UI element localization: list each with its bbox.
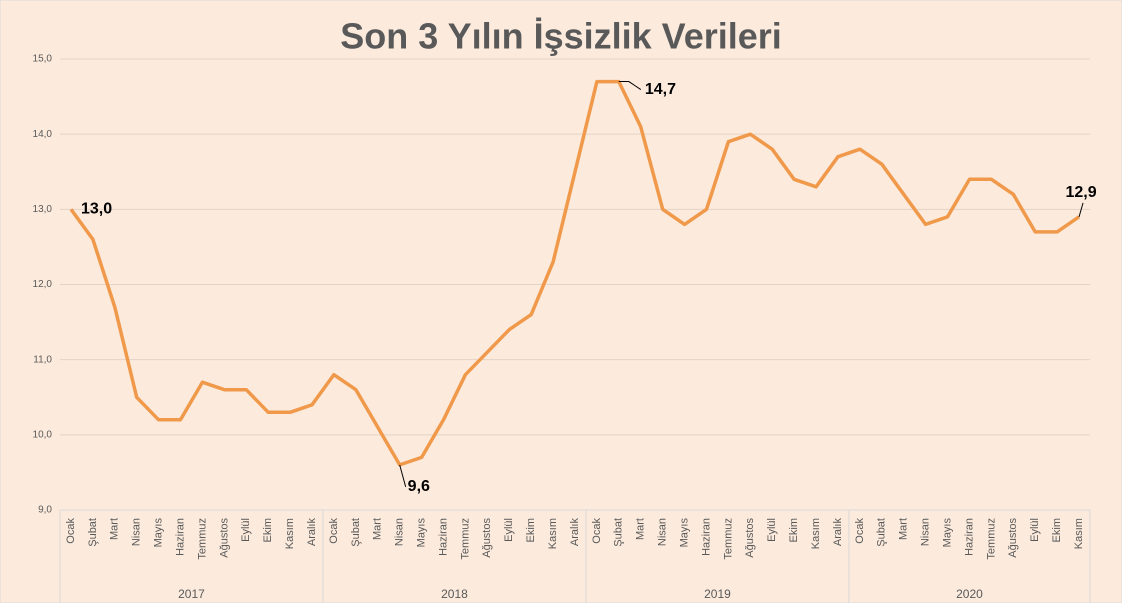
- x-tick-label: Haziran: [174, 518, 186, 556]
- x-tick-label: Kasım: [284, 518, 296, 549]
- leader-line: [399, 464, 407, 488]
- x-tick-label: Ocak: [65, 518, 77, 544]
- x-tick-label: Mayıs: [678, 518, 690, 548]
- x-tick-label: Mart: [635, 518, 647, 540]
- x-tick-label: Ocak: [591, 518, 603, 544]
- x-tick-label: Ekim: [1051, 518, 1063, 542]
- data-label: 13,0: [81, 201, 112, 218]
- x-tick-label: Şubat: [876, 518, 888, 547]
- x-tick-label: Ekim: [788, 518, 800, 542]
- x-tick-label: Eylül: [766, 518, 778, 542]
- x-tick-label: Kasım: [810, 518, 822, 549]
- x-tick-label: Aralık: [569, 518, 581, 547]
- x-tick-label: Eylül: [503, 518, 515, 542]
- x-tick-label: Haziran: [963, 518, 975, 556]
- x-tick-label: Mart: [372, 518, 384, 540]
- y-tick-label: 10,0: [33, 429, 53, 440]
- x-tick-label: Temmuz: [985, 518, 997, 560]
- data-label: 14,7: [645, 81, 676, 98]
- x-tick-label: Nisan: [394, 518, 406, 546]
- x-group-label: 2019: [704, 587, 731, 601]
- chart-title: Son 3 Yılın İşsizlik Verileri: [340, 16, 782, 57]
- x-tick-label: Ekim: [262, 518, 274, 542]
- x-tick-label: Ağustos: [218, 518, 230, 558]
- x-tick-label: Kasım: [1073, 518, 1085, 549]
- x-tick-label: Ağustos: [1007, 518, 1019, 558]
- x-tick-label: Mayıs: [941, 518, 953, 548]
- x-tick-label: Nisan: [920, 518, 932, 546]
- data-label: 9,6: [408, 478, 430, 495]
- leader-line: [618, 81, 642, 90]
- leader-line: [1078, 202, 1084, 217]
- x-tick-label: Şubat: [350, 518, 362, 547]
- x-tick-label: Nisan: [131, 518, 143, 546]
- x-tick-label: Eylül: [240, 518, 252, 542]
- x-tick-label: Mayıs: [153, 518, 165, 548]
- x-tick-label: Ocak: [854, 518, 866, 544]
- x-tick-label: Kasım: [547, 518, 559, 549]
- x-group-label: 2017: [178, 587, 205, 601]
- x-tick-label: Ağustos: [744, 518, 756, 558]
- x-tick-label: Ağustos: [481, 518, 493, 558]
- y-tick-label: 14,0: [33, 129, 53, 140]
- x-tick-label: Aralık: [832, 518, 844, 547]
- x-tick-label: Şubat: [87, 518, 99, 547]
- x-group-label: 2020: [956, 587, 983, 601]
- x-tick-label: Haziran: [437, 518, 449, 556]
- x-tick-label: Temmuz: [196, 518, 208, 560]
- x-tick-label: Ocak: [328, 518, 340, 544]
- y-tick-label: 13,0: [33, 204, 53, 215]
- x-tick-label: Aralık: [306, 518, 318, 547]
- x-tick-label: Mart: [898, 518, 910, 540]
- x-group-label: 2018: [441, 587, 468, 601]
- data-label: 12,9: [1065, 184, 1096, 201]
- y-tick-label: 15,0: [33, 54, 53, 65]
- y-tick-label: 11,0: [33, 354, 52, 365]
- x-tick-label: Haziran: [700, 518, 712, 556]
- y-tick-label: 9,0: [38, 505, 52, 516]
- x-tick-label: Nisan: [657, 518, 669, 546]
- x-tick-label: Temmuz: [722, 518, 734, 560]
- x-tick-label: Ekim: [525, 518, 537, 542]
- x-tick-label: Mart: [109, 518, 121, 540]
- series-line: [69, 79, 1080, 467]
- x-tick-label: Temmuz: [459, 518, 471, 560]
- x-tick-label: Şubat: [613, 518, 625, 547]
- x-tick-label: Mayıs: [416, 518, 428, 548]
- x-tick-label: Eylül: [1029, 518, 1041, 542]
- y-tick-label: 12,0: [33, 279, 53, 290]
